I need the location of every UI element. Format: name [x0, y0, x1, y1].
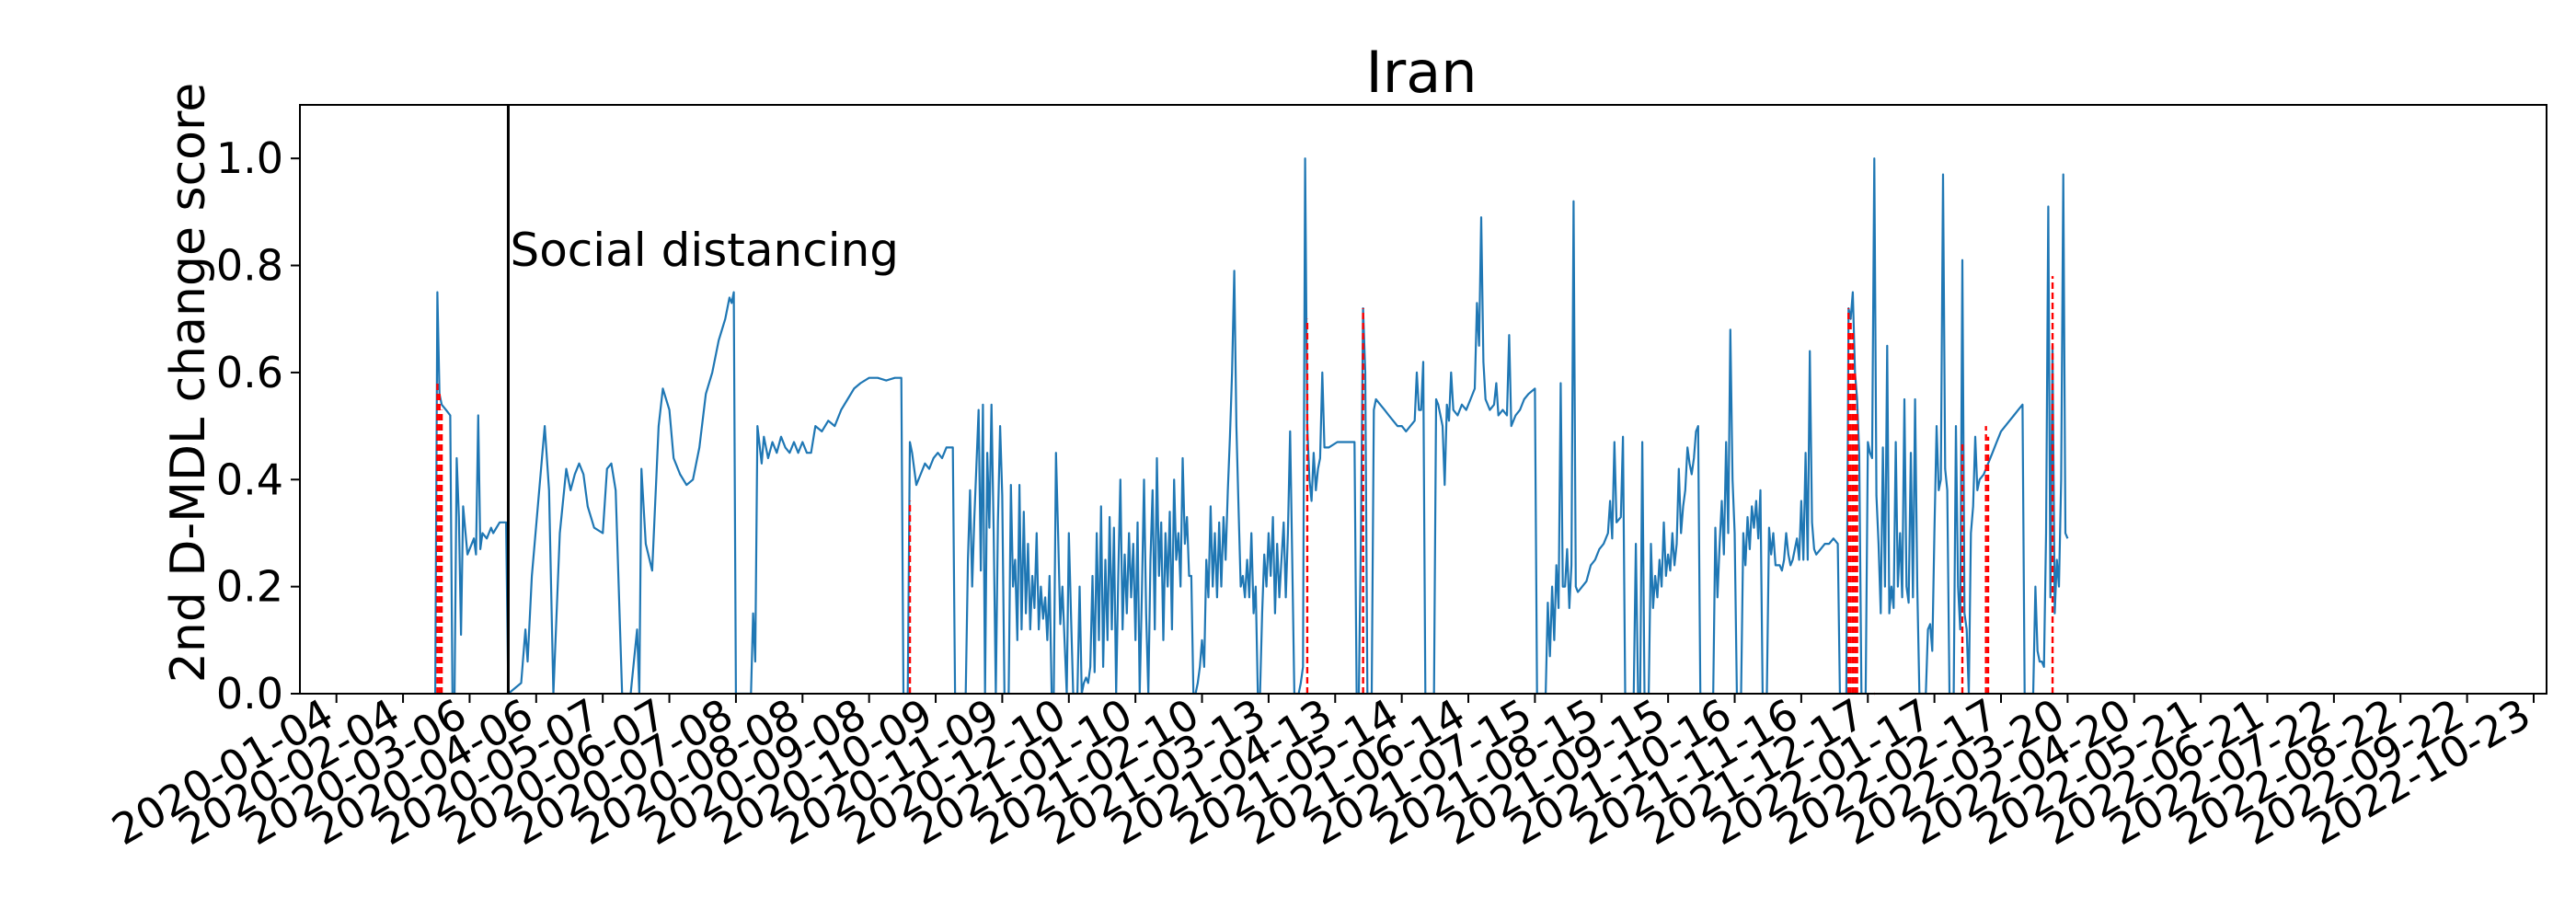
y-tick-label: 0.6: [216, 348, 283, 397]
annotation-layer: Social distancing: [506, 105, 899, 694]
chart-title: Iran: [1365, 39, 1477, 106]
event-label-1: Social distancing: [510, 224, 899, 277]
y-tick-label: 1.0: [216, 133, 283, 183]
y-tick-label: 0.0: [216, 669, 283, 719]
change-markers-layer: [436, 276, 2054, 694]
y-tick-label: 0.8: [216, 241, 283, 291]
x-axis: 2020-01-042020-02-042020-03-062020-04-06…: [104, 689, 2539, 855]
y-tick-label: 0.2: [216, 562, 283, 612]
series-layer: [434, 157, 2069, 694]
y-axis-label: 2nd D-MDL change score: [161, 83, 216, 683]
y-tick-label: 0.4: [216, 454, 283, 504]
series-line-1: [434, 157, 2069, 694]
plot-area-frame: [299, 104, 2547, 695]
y-axis: 0.0 0.2 0.4 0.6 0.8 1.0: [216, 133, 300, 719]
